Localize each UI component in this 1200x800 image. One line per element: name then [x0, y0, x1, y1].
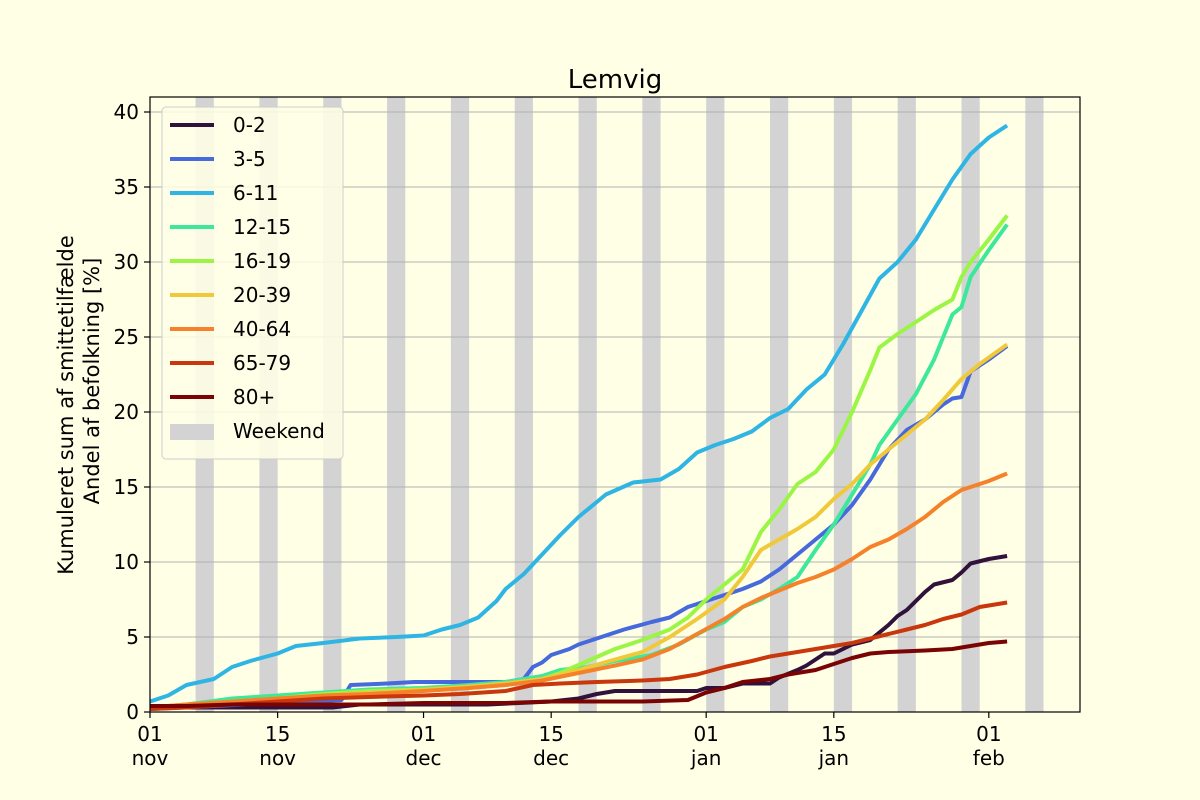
y-tick-label: 15 — [114, 475, 139, 499]
x-tick-label-day: 01 — [976, 722, 1001, 746]
legend-swatch-weekend — [170, 424, 214, 440]
legend: 0-2 3-5 6-11 12-15 16-19 20-39 40-64 65-79 80+ We… — [161, 106, 344, 460]
x-tick-label-month: nov — [132, 746, 169, 770]
legend-label: 80+ — [233, 385, 275, 409]
legend-label: 3-5 — [233, 147, 266, 171]
x-tick-label-month: feb — [973, 746, 1005, 770]
legend-label: 16-19 — [233, 249, 291, 273]
plot-area-frame — [149, 96, 1081, 713]
weekend-band — [387, 97, 406, 712]
weekend-bands — [195, 97, 1044, 712]
weekend-band — [1025, 97, 1044, 712]
weekend-band — [450, 97, 470, 712]
weekend-band — [770, 97, 789, 712]
x-tick-label-month: nov — [259, 746, 296, 770]
chart-title: Lemvig — [568, 65, 662, 95]
weekend-band — [961, 97, 980, 712]
weekend-band — [514, 97, 533, 712]
x-tick-label-month: dec — [406, 746, 442, 770]
x-tick-label-month: dec — [533, 746, 569, 770]
x-tick-label-day: 15 — [821, 722, 846, 746]
series-line-0-2 — [150, 554, 1008, 710]
legend-label: 0-2 — [233, 113, 266, 137]
legend-label: 12-15 — [233, 215, 291, 239]
y-tick-label: 20 — [114, 400, 139, 424]
y-tick-label: 35 — [114, 175, 139, 199]
series-line-40-64 — [149, 471, 1008, 710]
x-tick-label-month: jan — [690, 746, 722, 770]
y-tick-label: 40 — [114, 100, 139, 124]
series-line-80+ — [150, 639, 1008, 708]
y-axis-label-line1: Kumuleret sum af smittetilfælde — [54, 235, 78, 575]
weekend-band — [578, 97, 597, 712]
y-tick-label: 30 — [114, 250, 139, 274]
x-tick-label-day: 01 — [411, 722, 436, 746]
y-tick-label: 10 — [114, 550, 139, 574]
y-axis-ticks: 0 5 10 15 20 25 30 35 40 — [114, 100, 150, 724]
legend-label: 20-39 — [233, 283, 291, 307]
legend-label: 6-11 — [233, 181, 278, 205]
legend-label: 40-64 — [233, 317, 291, 341]
legend-label: 65-79 — [233, 351, 291, 375]
series-lines — [149, 123, 1009, 711]
x-tick-label-day: 01 — [693, 722, 718, 746]
x-tick-label-day: 15 — [538, 722, 563, 746]
series-line-6-11 — [149, 123, 1009, 704]
y-axis-label-line2: Andel af befolkning [%] — [80, 258, 104, 505]
y-tick-label: 5 — [126, 625, 139, 649]
weekend-band — [642, 97, 661, 712]
y-tick-label: 0 — [126, 700, 139, 724]
x-tick-label-day: 15 — [265, 722, 290, 746]
y-tick-label: 25 — [114, 325, 139, 349]
x-tick-label-day: 01 — [137, 722, 162, 746]
weekend-band — [706, 97, 725, 712]
series-line-65-79 — [149, 600, 1008, 711]
x-tick-label-month: jan — [818, 746, 850, 770]
legend-label-weekend: Weekend — [233, 419, 325, 443]
weekend-band — [833, 97, 853, 712]
